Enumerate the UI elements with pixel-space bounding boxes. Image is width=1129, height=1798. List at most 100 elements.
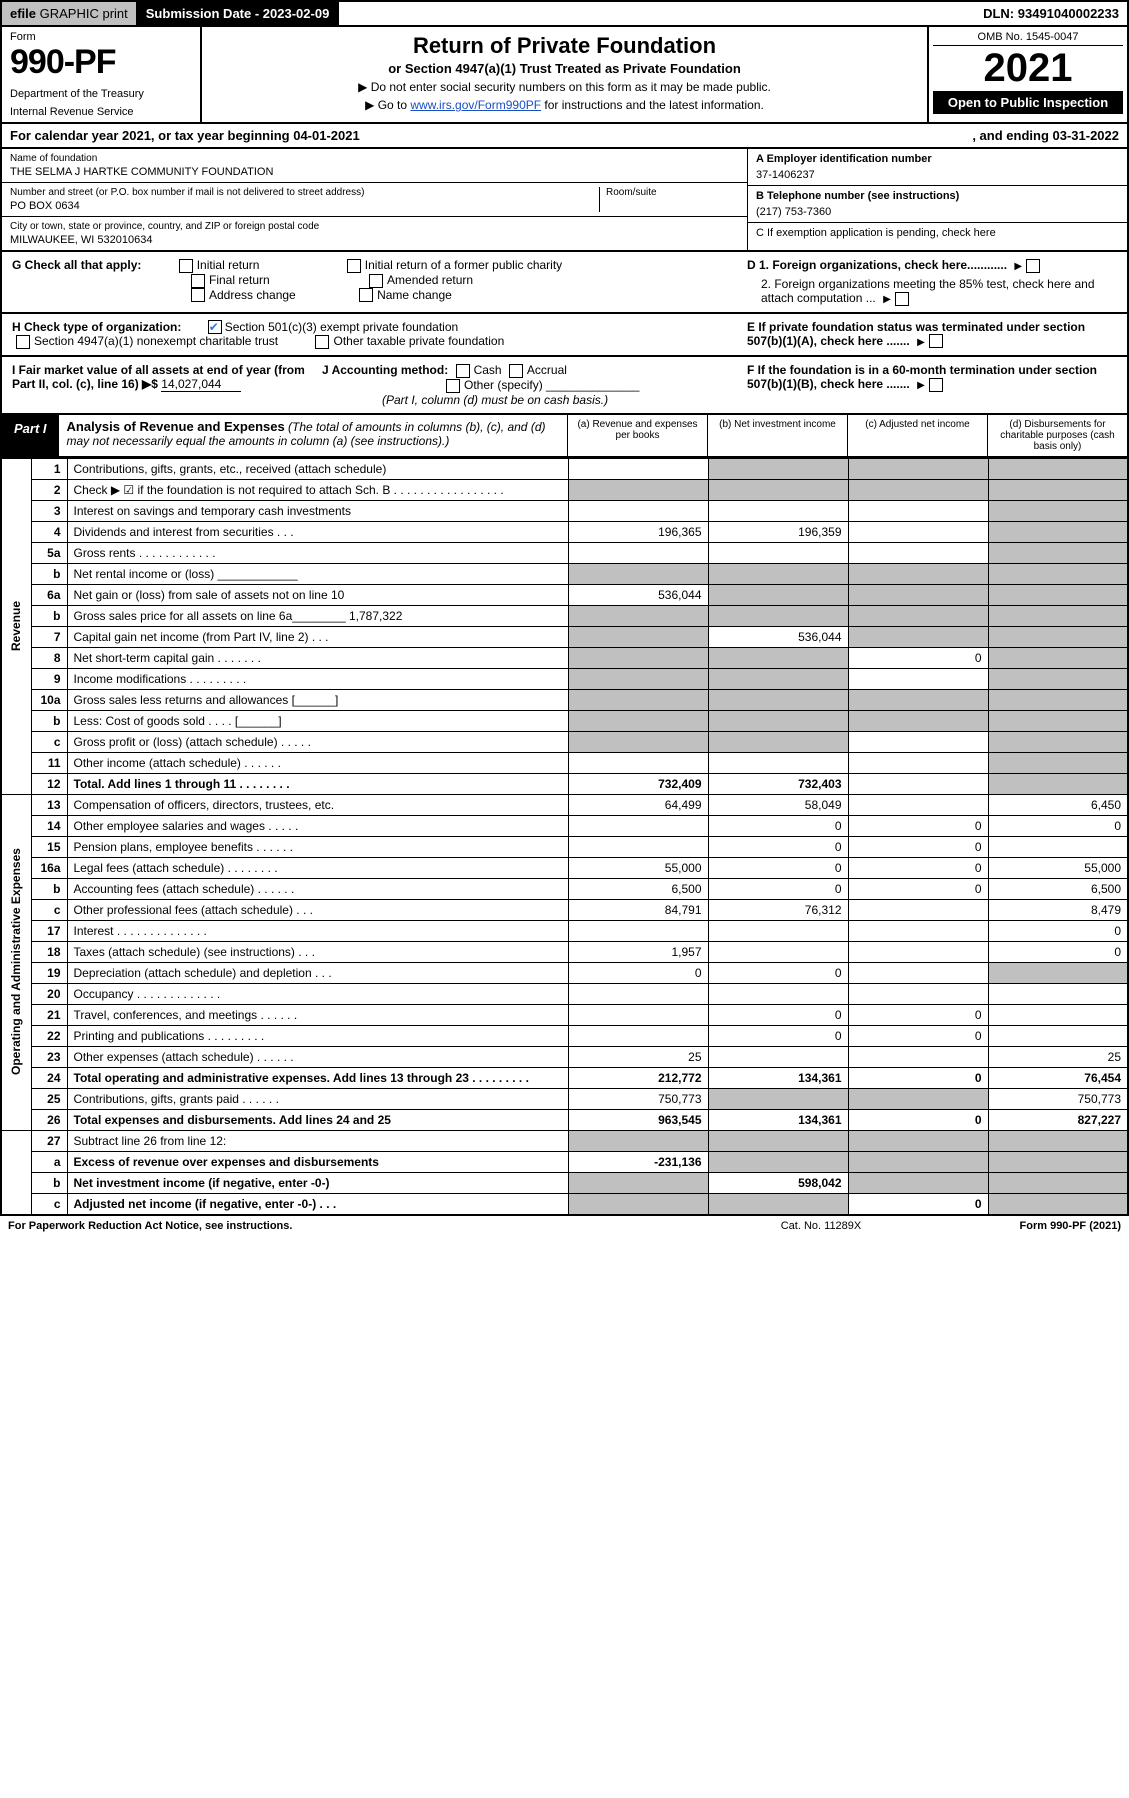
- line-number: 4: [31, 521, 67, 542]
- irs-link[interactable]: www.irs.gov/Form990PF: [410, 98, 541, 112]
- col-b-header: (b) Net investment income: [707, 415, 847, 456]
- table-row: 8Net short-term capital gain . . . . . .…: [1, 647, 1128, 668]
- line-description: Subtract line 26 from line 12:: [67, 1130, 568, 1151]
- amount-cell: [568, 689, 708, 710]
- ein-label: A Employer identification number: [756, 153, 932, 165]
- ein-value: 37-1406237: [756, 169, 1119, 181]
- amount-cell: [988, 983, 1128, 1004]
- line-number: 19: [31, 962, 67, 983]
- table-row: 9Income modifications . . . . . . . . .: [1, 668, 1128, 689]
- table-row: 18Taxes (attach schedule) (see instructi…: [1, 941, 1128, 962]
- 60-month-checkbox[interactable]: [929, 378, 943, 392]
- amount-cell: [988, 1151, 1128, 1172]
- tax-year-begin: For calendar year 2021, or tax year begi…: [10, 128, 972, 143]
- amount-cell: [708, 1193, 848, 1215]
- amended-return-checkbox[interactable]: [369, 274, 383, 288]
- amount-cell: [988, 773, 1128, 794]
- line-number: c: [31, 1193, 67, 1215]
- other-taxable-checkbox[interactable]: [315, 335, 329, 349]
- cash-checkbox[interactable]: [456, 364, 470, 378]
- foreign-org-checkbox[interactable]: [1026, 259, 1040, 273]
- amount-cell: [848, 521, 988, 542]
- line-number: 23: [31, 1046, 67, 1067]
- table-row: 19Depreciation (attach schedule) and dep…: [1, 962, 1128, 983]
- line-number: 3: [31, 500, 67, 521]
- amount-cell: 536,044: [568, 584, 708, 605]
- amount-cell: 536,044: [708, 626, 848, 647]
- amount-cell: 6,450: [988, 794, 1128, 815]
- amount-cell: 1,957: [568, 941, 708, 962]
- accrual-checkbox[interactable]: [509, 364, 523, 378]
- amount-cell: 6,500: [988, 878, 1128, 899]
- amount-cell: [988, 731, 1128, 752]
- section-g-row: G Check all that apply: Initial return I…: [0, 252, 1129, 314]
- line-number: 10a: [31, 689, 67, 710]
- amount-cell: 212,772: [568, 1067, 708, 1088]
- address-change-checkbox[interactable]: [191, 288, 205, 302]
- table-row: 15Pension plans, employee benefits . . .…: [1, 836, 1128, 857]
- amount-cell: [568, 605, 708, 626]
- amount-cell: [848, 605, 988, 626]
- amount-cell: 84,791: [568, 899, 708, 920]
- table-row: 11Other income (attach schedule) . . . .…: [1, 752, 1128, 773]
- amount-cell: 76,454: [988, 1067, 1128, 1088]
- 4947a1-checkbox[interactable]: [16, 335, 30, 349]
- line-number: 21: [31, 1004, 67, 1025]
- line-number: 7: [31, 626, 67, 647]
- line-number: 27: [31, 1130, 67, 1151]
- table-row: bAccounting fees (attach schedule) . . .…: [1, 878, 1128, 899]
- table-row: 4Dividends and interest from securities …: [1, 521, 1128, 542]
- line-description: Accounting fees (attach schedule) . . . …: [67, 878, 568, 899]
- amount-cell: 732,409: [568, 773, 708, 794]
- amount-cell: [848, 458, 988, 479]
- table-row: 5aGross rents . . . . . . . . . . . .: [1, 542, 1128, 563]
- line-number: 14: [31, 815, 67, 836]
- d1-label: D 1. Foreign organizations, check here..…: [747, 258, 1007, 272]
- amount-cell: 0: [708, 962, 848, 983]
- line-description: Total operating and administrative expen…: [67, 1067, 568, 1088]
- initial-return-former-checkbox[interactable]: [347, 259, 361, 273]
- table-row: 6aNet gain or (loss) from sale of assets…: [1, 584, 1128, 605]
- other-method-checkbox[interactable]: [446, 379, 460, 393]
- amount-cell: [848, 479, 988, 500]
- amount-cell: 0: [848, 1109, 988, 1130]
- page-footer: For Paperwork Reduction Act Notice, see …: [0, 1216, 1129, 1236]
- amount-cell: [568, 983, 708, 1004]
- amount-cell: 0: [708, 815, 848, 836]
- final-return-checkbox[interactable]: [191, 274, 205, 288]
- name-label: Name of foundation: [10, 153, 739, 164]
- amount-cell: 0: [708, 1004, 848, 1025]
- amount-cell: [848, 920, 988, 941]
- paperwork-notice: For Paperwork Reduction Act Notice, see …: [8, 1220, 721, 1232]
- amount-cell: [568, 500, 708, 521]
- 501c3-checkbox[interactable]: [208, 320, 222, 334]
- amount-cell: [568, 626, 708, 647]
- amount-cell: 76,312: [708, 899, 848, 920]
- amount-cell: [708, 983, 848, 1004]
- amount-cell: [848, 941, 988, 962]
- table-row: bGross sales price for all assets on lin…: [1, 605, 1128, 626]
- amount-cell: [988, 479, 1128, 500]
- amount-cell: [708, 752, 848, 773]
- amount-cell: 134,361: [708, 1109, 848, 1130]
- amount-cell: 0: [848, 1004, 988, 1025]
- line-description: Net investment income (if negative, ente…: [67, 1172, 568, 1193]
- amount-cell: 750,773: [988, 1088, 1128, 1109]
- initial-return-checkbox[interactable]: [179, 259, 193, 273]
- line-number: 17: [31, 920, 67, 941]
- foreign-85-checkbox[interactable]: [895, 292, 909, 306]
- name-change-checkbox[interactable]: [359, 288, 373, 302]
- part1-header: Part I Analysis of Revenue and Expenses …: [0, 415, 1129, 458]
- part1-table: Revenue1Contributions, gifts, grants, et…: [0, 458, 1129, 1216]
- amount-cell: [988, 1193, 1128, 1215]
- city-state-zip: MILWAUKEE, WI 532010634: [10, 234, 739, 246]
- amount-cell: [988, 1025, 1128, 1046]
- amount-cell: 55,000: [988, 857, 1128, 878]
- amount-cell: [848, 899, 988, 920]
- status-terminated-checkbox[interactable]: [929, 334, 943, 348]
- line-number: 16a: [31, 857, 67, 878]
- amount-cell: [988, 668, 1128, 689]
- line-number: b: [31, 605, 67, 626]
- table-row: cOther professional fees (attach schedul…: [1, 899, 1128, 920]
- table-row: Revenue1Contributions, gifts, grants, et…: [1, 458, 1128, 479]
